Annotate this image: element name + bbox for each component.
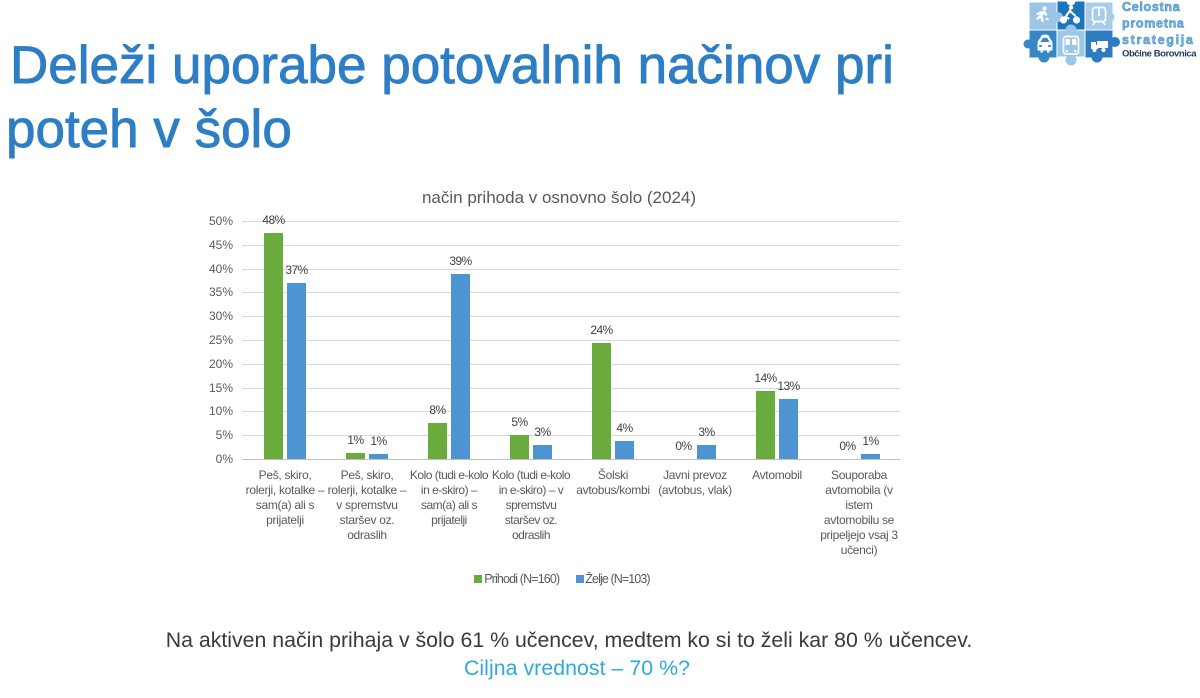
svg-text:Občine Borovnica: Občine Borovnica [1122,49,1197,60]
svg-text:strategija: strategija [1122,33,1195,47]
svg-text:prometna: prometna [1122,17,1185,31]
svg-text:Celostna: Celostna [1122,0,1181,14]
